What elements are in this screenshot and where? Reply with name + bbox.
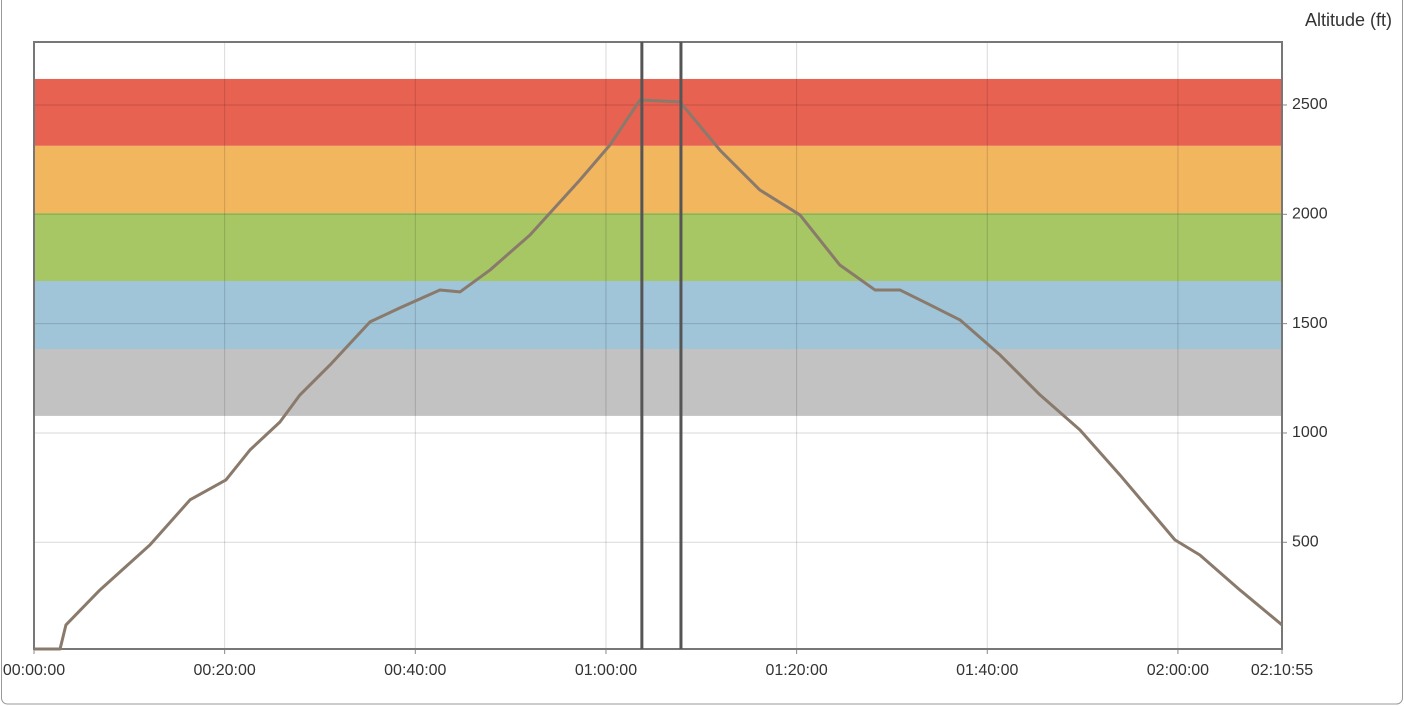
axis-title: Altitude (ft) (1305, 10, 1392, 30)
x-tick-label: 01:40:00 (956, 662, 1018, 679)
altitude-band (34, 145, 1282, 213)
y-tick-label: 500 (1292, 534, 1319, 551)
y-tick-label: 1000 (1292, 424, 1328, 441)
y-tick-label: 2000 (1292, 206, 1328, 223)
altitude-line (34, 98, 1283, 651)
x-tick-label: 01:00:00 (575, 662, 637, 679)
x-tick-label: 02:10:55 (1251, 662, 1313, 679)
x-tick-label: 00:20:00 (194, 662, 256, 679)
x-tick-label: 00:40:00 (384, 662, 446, 679)
x-tick-label: 01:20:00 (765, 662, 827, 679)
x-tick-label: 00:00:00 (3, 662, 65, 679)
x-tick-label: 02:00:00 (1147, 662, 1209, 679)
y-tick-label: 2500 (1292, 96, 1328, 113)
altitude-band (34, 348, 1282, 416)
y-tick-label: 1500 (1292, 315, 1328, 332)
altitude-band (34, 78, 1282, 146)
plot-border (33, 41, 1283, 650)
altitude-band (34, 280, 1282, 349)
altitude-band (34, 212, 1282, 281)
